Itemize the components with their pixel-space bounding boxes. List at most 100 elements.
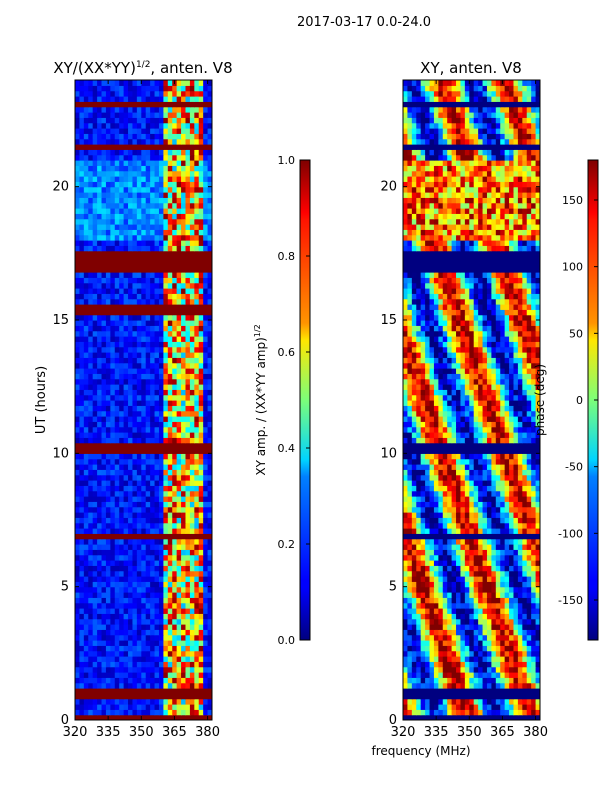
phase-cell [513,554,519,561]
amplitude-cell [154,645,160,652]
amplitude-cell [79,469,85,476]
amplitude-cell [203,272,209,278]
amplitude-cell [83,378,89,385]
phase-cell [535,602,540,609]
amplitude-cell [97,90,103,97]
amplitude-cell [158,389,164,396]
amplitude-cell [163,560,169,566]
amplitude-cell [123,165,129,172]
amplitude-cell [198,538,204,545]
phase-cell [411,533,417,540]
phase-cell [517,693,523,700]
amplitude-cell [176,320,182,326]
amplitude-cell [123,576,129,582]
amplitude-cell [189,133,195,140]
phase-cell [526,533,532,540]
amplitude-cell [203,437,209,444]
amplitude-cell [101,256,107,262]
phase-cell [522,592,528,598]
amplitude-cell [79,512,85,518]
phase-cell [460,512,466,518]
amplitude-cell [136,501,142,508]
amplitude-cell [203,378,209,385]
amplitude-cell [145,624,151,630]
amplitude-cell [79,602,85,609]
amplitude-cell [145,400,151,406]
amplitude-cell [79,266,85,273]
amplitude-cell [79,213,85,220]
amplitude-cell [198,181,204,188]
amplitude-cell [189,501,195,508]
amplitude-cell [101,693,107,700]
amplitude-cell [97,448,103,454]
phase-cell [473,544,479,550]
phase-cell [464,528,470,534]
amplitude-cell [114,480,120,486]
phase-cell [447,618,453,625]
amplitude-cell [203,469,209,476]
amplitude-cell [181,261,187,268]
amplitude-cell [105,544,111,550]
amplitude-cell [167,90,173,97]
phase-cell [456,554,462,561]
amplitude-cell [114,554,120,561]
amplitude-cell [176,336,182,342]
amplitude-cell [172,624,178,630]
phase-cell [522,656,528,662]
amplitude-cell [101,96,107,102]
amplitude-cell [110,714,116,720]
amplitude-cell [88,416,94,422]
phase-cell [438,693,444,700]
amplitude-cell [83,650,89,657]
phase-cell [482,661,488,668]
amplitude-cell [198,426,204,433]
amplitude-cell [203,602,209,609]
phase-cell [526,592,532,598]
amplitude-cell [167,698,173,705]
amplitude-cell [167,554,173,561]
amplitude-cell [92,261,98,268]
phase-cell [411,544,417,550]
amplitude-cell [114,544,120,550]
amplitude-cell [181,208,187,214]
amplitude-cell [150,170,156,177]
amplitude-cell [136,213,142,220]
amplitude-cell [176,304,182,310]
amplitude-cell [181,618,187,625]
amplitude-cell [88,405,94,412]
amplitude-cell [128,416,134,422]
amplitude-cell [203,192,209,198]
phase-cell [411,634,417,641]
amplitude-cell [83,624,89,630]
amplitude-cell [92,453,98,460]
phase-cell [469,549,475,556]
amplitude-cell [83,336,89,342]
phase-cell [460,645,466,652]
amplitude-cell [185,432,191,438]
amplitude-cell [158,352,164,358]
amplitude-cell [163,432,169,438]
amplitude-cell [189,672,195,678]
phase-cell [464,704,470,710]
phase-cell [451,688,457,694]
amplitude-cell [172,224,178,230]
amplitude-cell [158,80,164,86]
amplitude-cell [128,106,134,113]
amplitude-cell [97,597,103,604]
amplitude-cell [181,533,187,540]
phase-cell [478,538,484,545]
amplitude-cell [128,320,134,326]
amplitude-cell [128,341,134,348]
amplitude-cell [97,666,103,673]
phase-cell [478,688,484,694]
phase-cell [482,677,488,684]
amplitude-cell [176,506,182,513]
amplitude-cell [105,288,111,294]
amplitude-cell [198,581,204,588]
phase-cell [517,517,523,524]
amplitude-cell [79,202,85,209]
phase-cell [478,522,484,529]
phase-cell [420,682,426,689]
amplitude-cell [163,496,169,502]
amplitude-cell [105,165,111,172]
